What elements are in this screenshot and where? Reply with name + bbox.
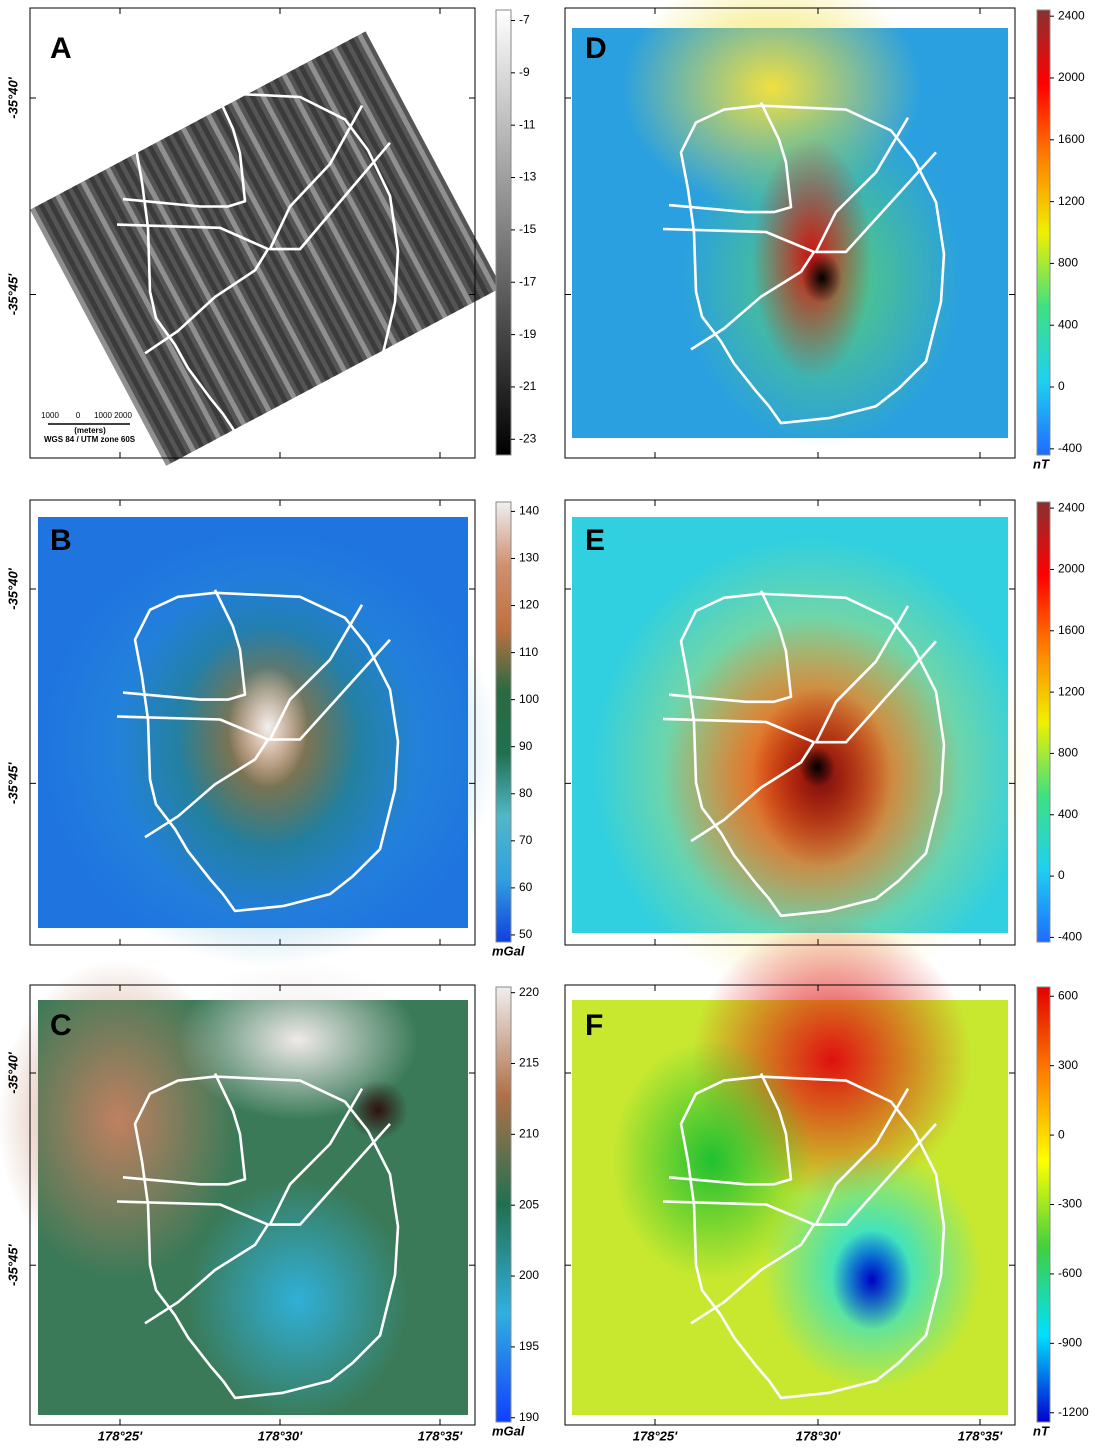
colorbar-tick-label: 60	[519, 880, 533, 894]
colorbar-tick-label: -11	[519, 117, 536, 131]
lat-label: -35°45'	[5, 273, 20, 315]
lat-label: -35°45'	[5, 762, 20, 804]
colorbar-tick-label: -19	[519, 327, 537, 341]
colorbar	[1037, 10, 1050, 455]
colorbar-tick-label: 1200	[1058, 194, 1085, 208]
colorbar-tick-label: 2400	[1058, 500, 1085, 514]
colorbar-tick-label: 2400	[1058, 8, 1085, 22]
colorbar-tick-label: 100	[519, 692, 539, 706]
colorbar-tick-label: 130	[519, 551, 539, 565]
colorbar-tick-label: 120	[519, 598, 539, 612]
colorbar-tick-label: -400	[1058, 930, 1082, 944]
anomaly	[348, 1080, 408, 1140]
colorbar-tick-label: 2000	[1058, 70, 1085, 84]
colorbar-tick-label: 1600	[1058, 623, 1085, 637]
colorbar-tick-label: 140	[519, 504, 539, 518]
lon-label: 178°35'	[958, 1428, 1003, 1443]
colorbar-tick-label: 400	[1058, 807, 1078, 821]
colorbar-tick-label: 50	[519, 927, 533, 941]
colorbar-tick-label: 1200	[1058, 684, 1085, 698]
figure: A -7 -9 -11 -13 -15 -17 -19 -21 -23 -35°40' -35°45'…	[0, 0, 1097, 1445]
anomaly	[188, 1180, 408, 1420]
colorbar-tick-label: 0	[1058, 1127, 1065, 1141]
scale-bar-label: 1000	[94, 411, 112, 420]
colorbar	[496, 987, 511, 1422]
colorbar-tick-label: -9	[519, 65, 530, 79]
colorbar-tick-label: 190	[519, 1410, 539, 1424]
colorbar-tick-label: 300	[1058, 1058, 1078, 1072]
colorbar-tick-label: -400	[1058, 441, 1082, 455]
colorbar	[1037, 987, 1050, 1422]
colorbar-tick-label: 800	[1058, 746, 1078, 760]
colorbar-tick-label: 80	[519, 786, 533, 800]
colorbar-tick-label: -300	[1058, 1197, 1082, 1211]
anomaly	[832, 1230, 912, 1330]
anomaly	[799, 747, 835, 787]
colorbar-tick-label: 200	[519, 1268, 539, 1282]
colorbar-tick-label: 2000	[1058, 562, 1085, 576]
lat-label: -35°40'	[5, 1051, 20, 1093]
colorbar-tick-label: -23	[519, 431, 537, 445]
colorbar-tick-label: 195	[519, 1339, 539, 1353]
colorbar-tick-label: -600	[1058, 1266, 1082, 1280]
panel-label: A	[50, 32, 72, 65]
scale-bar-label: 2000	[114, 411, 132, 420]
lat-label: -35°45'	[5, 1244, 20, 1286]
panel-label: F	[585, 1009, 603, 1042]
colorbar-tick-label: -900	[1058, 1336, 1082, 1350]
colorbar-unit: nT	[1033, 1423, 1050, 1438]
scale-bar-label: 1000	[41, 411, 59, 420]
colorbar-tick-label: -13	[519, 170, 537, 184]
colorbar-tick-label: 205	[519, 1197, 539, 1211]
colorbar-unit: mGal	[492, 1423, 525, 1438]
colorbar-tick-label: -21	[519, 379, 537, 393]
colorbar-tick-label: 400	[1058, 317, 1078, 331]
lon-label: 178°35'	[418, 1428, 463, 1443]
lat-label: -35°40'	[5, 76, 20, 118]
lat-label: -35°40'	[5, 567, 20, 609]
colorbar-tick-label: 800	[1058, 256, 1078, 270]
panel-label: D	[585, 32, 607, 65]
panel-label: C	[50, 1009, 72, 1042]
colorbar-tick-label: 0	[1058, 379, 1065, 393]
colorbar	[1037, 502, 1050, 942]
colorbar-tick-label: 600	[1058, 988, 1078, 1002]
colorbar-tick-label: 0	[1058, 868, 1065, 882]
colorbar-tick-label: 70	[519, 833, 533, 847]
colorbar-tick-label: 215	[519, 1056, 539, 1070]
colorbar-unit: nT	[1033, 456, 1050, 471]
scale-bar-label: 0	[76, 411, 81, 420]
colorbar	[496, 502, 511, 942]
lon-label: 178°30'	[796, 1428, 841, 1443]
colorbar-tick-label: 1600	[1058, 132, 1085, 146]
colorbar-unit: mGal	[492, 943, 525, 958]
colorbar-tick-label: -7	[519, 13, 530, 27]
lon-label: 178°25'	[98, 1428, 143, 1443]
projection-note: WGS 84 / UTM zone 60S	[44, 435, 136, 444]
colorbar-tick-label: 90	[519, 739, 533, 753]
colorbar-tick-label: -17	[519, 274, 537, 288]
colorbar-tick-label: -15	[519, 222, 537, 236]
colorbar-tick-label: 110	[519, 645, 538, 659]
colorbar-tick-label: 210	[519, 1127, 539, 1141]
panel-label: E	[585, 524, 605, 557]
colorbar-tick-label: 220	[519, 985, 539, 999]
scale-bar-unit: (meters)	[74, 426, 106, 435]
lon-label: 178°30'	[258, 1428, 303, 1443]
panel-label: B	[50, 524, 72, 557]
colorbar-tick-label: -1200	[1058, 1405, 1089, 1419]
lon-label: 178°25'	[633, 1428, 678, 1443]
colorbar	[496, 10, 511, 455]
